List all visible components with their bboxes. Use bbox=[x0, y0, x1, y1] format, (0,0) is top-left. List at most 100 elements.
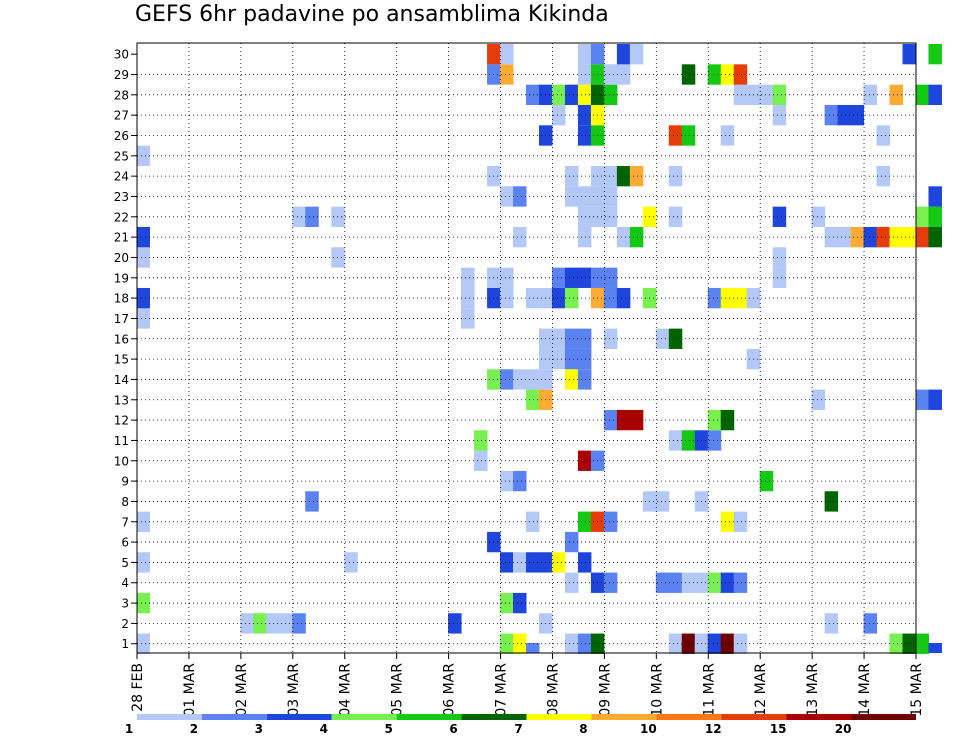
heatmap-cell bbox=[863, 84, 878, 105]
heatmap-cell bbox=[577, 450, 592, 471]
legend-label: 12 bbox=[705, 722, 722, 736]
heatmap-cell bbox=[655, 572, 670, 593]
y-tick-label: 8 bbox=[121, 495, 129, 509]
legend-swatch bbox=[786, 714, 852, 720]
heatmap-cell bbox=[526, 389, 540, 410]
heatmap-cell bbox=[707, 430, 722, 451]
legend-swatch bbox=[396, 714, 462, 720]
heatmap-cell bbox=[902, 44, 916, 65]
y-tick-label: 27 bbox=[114, 109, 129, 123]
heatmap-cell bbox=[876, 125, 891, 146]
heatmap-cell bbox=[928, 643, 942, 653]
x-tick-label: 12 MAR bbox=[753, 663, 769, 717]
heatmap-cell bbox=[603, 572, 618, 593]
heatmap-cell bbox=[720, 572, 735, 593]
legend-label: 10 bbox=[640, 722, 657, 736]
heatmap-cell bbox=[513, 592, 527, 614]
heatmap-cells bbox=[136, 44, 942, 654]
heatmap-cell bbox=[577, 226, 592, 248]
y-tick-label: 26 bbox=[114, 129, 129, 143]
legend-label: 20 bbox=[835, 722, 852, 736]
heatmap-cell bbox=[577, 186, 592, 207]
heatmap-cell bbox=[629, 165, 644, 187]
y-tick-label: 24 bbox=[114, 170, 129, 184]
heatmap-cell bbox=[577, 206, 592, 227]
heatmap-cell bbox=[824, 226, 839, 248]
heatmap-cell bbox=[500, 633, 514, 654]
y-tick-label: 15 bbox=[114, 353, 129, 367]
x-tick-label: 04 MAR bbox=[338, 663, 354, 717]
heatmap-cell bbox=[720, 633, 735, 654]
heatmap-cell bbox=[526, 643, 540, 653]
legend-label: 1 bbox=[125, 722, 133, 736]
heatmap-cell bbox=[305, 491, 319, 512]
y-tick-label: 13 bbox=[114, 393, 129, 407]
heatmap-cell bbox=[577, 104, 592, 126]
heatmap-cell bbox=[616, 165, 631, 187]
y-axis: 1234567891011121314151617181920212223242… bbox=[114, 48, 137, 651]
heatmap-cell bbox=[461, 267, 475, 288]
y-tick-label: 11 bbox=[114, 434, 129, 448]
heatmap-cell bbox=[253, 613, 267, 634]
heatmap-cell bbox=[915, 226, 929, 248]
heatmap-cell bbox=[474, 430, 488, 451]
heatmap-cell bbox=[707, 287, 722, 309]
heatmap-cell bbox=[928, 186, 942, 207]
heatmap-cell bbox=[500, 369, 514, 390]
heatmap-cell bbox=[720, 64, 735, 85]
heatmap-cell bbox=[487, 44, 501, 65]
y-tick-label: 19 bbox=[114, 271, 129, 285]
legend-swatch bbox=[461, 714, 527, 720]
heatmap-cell bbox=[577, 328, 592, 349]
heatmap-cell bbox=[668, 206, 683, 227]
heatmap-cell bbox=[733, 511, 748, 532]
heatmap-cell bbox=[863, 613, 878, 634]
heatmap-cell bbox=[577, 84, 592, 105]
legend-swatch bbox=[137, 714, 202, 720]
legend-swatch bbox=[201, 714, 267, 720]
heatmap-cell bbox=[526, 511, 540, 532]
heatmap-cell bbox=[551, 84, 566, 105]
heatmap-cell bbox=[461, 287, 475, 309]
y-tick-label: 18 bbox=[114, 292, 129, 306]
heatmap-cell bbox=[292, 613, 306, 634]
legend-swatch bbox=[526, 714, 592, 720]
heatmap-cell bbox=[811, 389, 826, 410]
heatmap-cell bbox=[526, 552, 540, 573]
heatmap-cell bbox=[344, 552, 358, 573]
heatmap-cell bbox=[629, 409, 644, 431]
heatmap-cell bbox=[564, 633, 579, 654]
heatmap-cell bbox=[668, 572, 683, 593]
heatmap-cell bbox=[577, 44, 592, 65]
heatmap-cell bbox=[136, 145, 150, 166]
heatmap-cell bbox=[772, 84, 787, 105]
heatmap-cell bbox=[526, 287, 540, 309]
y-tick-label: 29 bbox=[114, 68, 129, 82]
heatmap-cell bbox=[461, 308, 475, 329]
heatmap-cell bbox=[681, 64, 696, 85]
x-tick-label: 09 MAR bbox=[597, 663, 613, 717]
x-tick-label: 01 MAR bbox=[182, 663, 198, 717]
y-tick-label: 12 bbox=[114, 414, 129, 428]
heatmap-cell bbox=[603, 511, 618, 532]
heatmap-cell bbox=[707, 409, 722, 431]
heatmap-cell bbox=[876, 165, 891, 187]
x-tick-label: 13 MAR bbox=[805, 663, 821, 717]
heatmap-cell bbox=[603, 84, 618, 105]
heatmap-cell bbox=[707, 64, 722, 85]
heatmap-cell bbox=[240, 613, 254, 634]
x-tick-label: 05 MAR bbox=[390, 663, 406, 717]
heatmap-cell bbox=[551, 267, 566, 288]
y-tick-label: 16 bbox=[114, 332, 129, 346]
x-tick-label: 14 MAR bbox=[857, 663, 873, 717]
heatmap-cell bbox=[759, 84, 774, 105]
heatmap-cell bbox=[837, 104, 852, 126]
heatmap-cell bbox=[603, 267, 618, 288]
heatmap-cell bbox=[513, 552, 527, 573]
heatmap-cell bbox=[513, 470, 527, 492]
heatmap-cell bbox=[590, 44, 605, 65]
heatmap-cell bbox=[733, 64, 748, 85]
heatmap-cell bbox=[603, 186, 618, 207]
heatmap-cell bbox=[824, 104, 839, 126]
x-axis: 28 FEB 01 MAR 02 MAR 03 MAR 04 MAR 05 MAR 06 M… bbox=[130, 653, 925, 717]
